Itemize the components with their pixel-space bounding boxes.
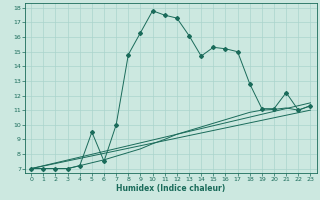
X-axis label: Humidex (Indice chaleur): Humidex (Indice chaleur) — [116, 184, 226, 193]
